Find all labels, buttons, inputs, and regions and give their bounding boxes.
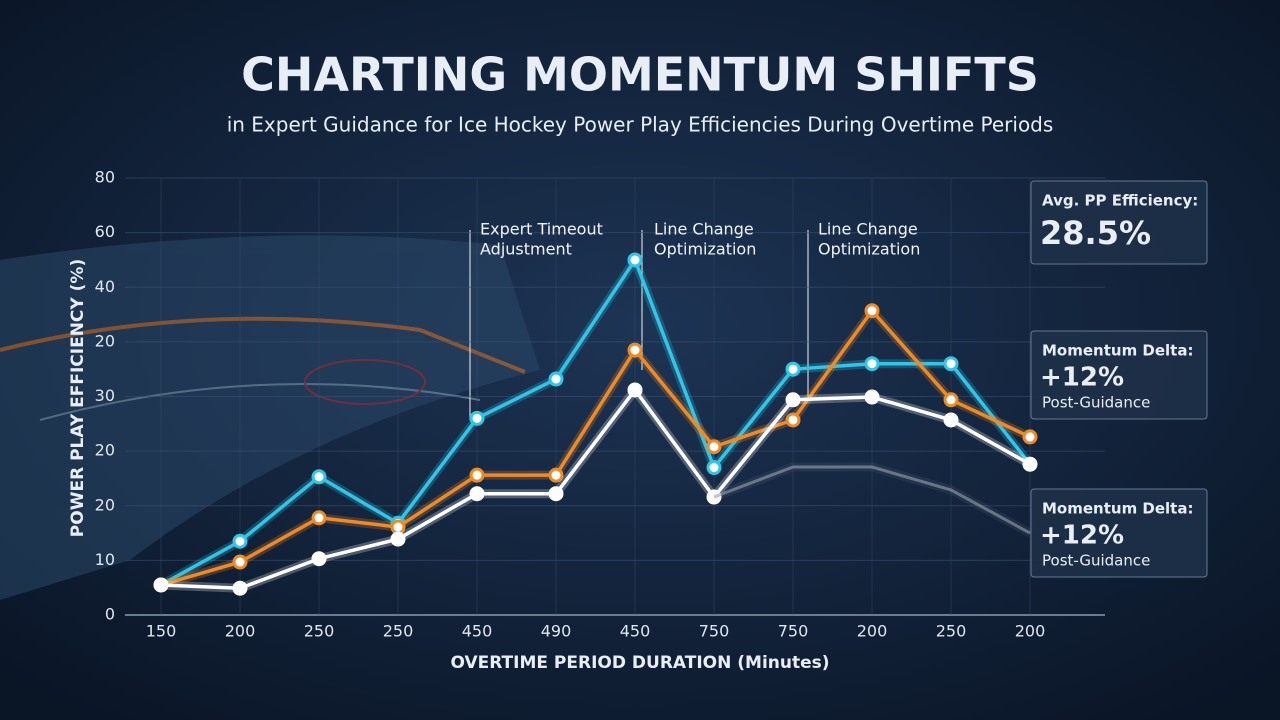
data-point	[1022, 429, 1038, 445]
series-line	[160, 388, 1031, 590]
series-line	[160, 258, 1032, 587]
callout-label: Avg. PP Efficiency:	[1042, 192, 1198, 210]
x-tick-label: 250	[936, 622, 967, 641]
x-tick-label: 750	[699, 622, 730, 641]
y-tick-label: 60	[95, 222, 115, 241]
annotation: Line Change	[654, 220, 754, 239]
data-point	[469, 486, 485, 502]
callout: Momentum Delta: +12%Post-Guidance	[1030, 330, 1208, 420]
data-point	[943, 412, 959, 428]
chart-title: CHARTING MOMENTUM SHIFTS	[241, 48, 1039, 102]
data-point	[785, 412, 801, 428]
data-point	[627, 342, 643, 358]
x-tick-label: 450	[620, 622, 651, 641]
x-tick-label: 250	[304, 622, 335, 641]
data-point	[785, 361, 801, 377]
x-axis-label: OVERTIME PERIOD DURATION (Minutes)	[450, 653, 829, 673]
data-point	[1022, 456, 1038, 472]
y-tick-label: 0	[105, 605, 115, 624]
callout-value: +12%	[1040, 363, 1124, 393]
x-tick-label: 200	[225, 622, 256, 641]
data-point	[706, 439, 722, 455]
callout-note: Post-Guidance	[1042, 394, 1150, 412]
callout-box	[1030, 488, 1208, 578]
data-point	[153, 577, 169, 593]
annotation-leaders	[469, 230, 809, 420]
x-tick-label: 450	[462, 622, 493, 641]
callout-value: +12%	[1040, 521, 1124, 551]
data-point	[864, 389, 880, 405]
x-tick-label: 250	[383, 622, 414, 641]
rink-illustration	[0, 235, 540, 600]
data-point	[864, 303, 880, 319]
y-tick-label: 20	[95, 441, 115, 460]
series-line	[713, 465, 1031, 535]
data-point	[311, 469, 327, 485]
data-point	[548, 467, 564, 483]
y-tick-label: 20	[95, 495, 115, 514]
data-point	[311, 551, 327, 567]
y-tick-label: 30	[95, 386, 115, 405]
y-tick-label: 10	[95, 550, 115, 569]
data-point	[943, 392, 959, 408]
x-tick-label: 200	[857, 622, 888, 641]
x-tick-label: 150	[146, 622, 177, 641]
data-point	[706, 460, 722, 476]
data-point	[469, 410, 485, 426]
data-point	[864, 356, 880, 372]
chart-subtitle: in Expert Guidance for Ice Hockey Power …	[227, 113, 1054, 137]
data-point	[390, 531, 406, 547]
data-point	[232, 533, 248, 549]
data-point	[469, 467, 485, 483]
data-point	[627, 252, 643, 268]
callout: Avg. PP Efficiency: 28.5%	[1030, 180, 1208, 265]
callout-label: Momentum Delta:	[1042, 500, 1193, 518]
x-tick-label: 750	[778, 622, 809, 641]
callout-box	[1030, 180, 1208, 265]
data-point	[785, 392, 801, 408]
data-point	[548, 486, 564, 502]
data-point	[390, 519, 406, 535]
callout-box	[1030, 330, 1208, 420]
data-point	[627, 382, 643, 398]
data-point	[548, 371, 564, 387]
y-axis-label: POWER PLAY EFFICIENCY (%)	[68, 259, 88, 537]
data-point	[943, 356, 959, 372]
y-tick-label: 40	[95, 277, 115, 296]
y-tick-label: 20	[95, 331, 115, 350]
callout-note: Post-Guidance	[1042, 552, 1150, 570]
annotation: Optimization	[818, 240, 920, 259]
data-point	[311, 510, 327, 526]
callout-value: 28.5%	[1040, 214, 1151, 252]
callout: Momentum Delta: +12%Post-Guidance	[1030, 488, 1208, 578]
x-tick-label: 200	[1015, 622, 1046, 641]
data-point	[232, 580, 248, 596]
x-tick-label: 490	[541, 622, 572, 641]
annotation: Adjustment	[480, 240, 572, 259]
y-tick-label: 80	[95, 168, 115, 187]
annotation: Expert Timeout	[480, 220, 603, 239]
series-line	[160, 308, 1031, 587]
callout-label: Momentum Delta:	[1042, 342, 1193, 360]
annotation: Optimization	[654, 240, 756, 259]
data-point	[232, 554, 248, 570]
annotation: Line Change	[818, 220, 918, 239]
